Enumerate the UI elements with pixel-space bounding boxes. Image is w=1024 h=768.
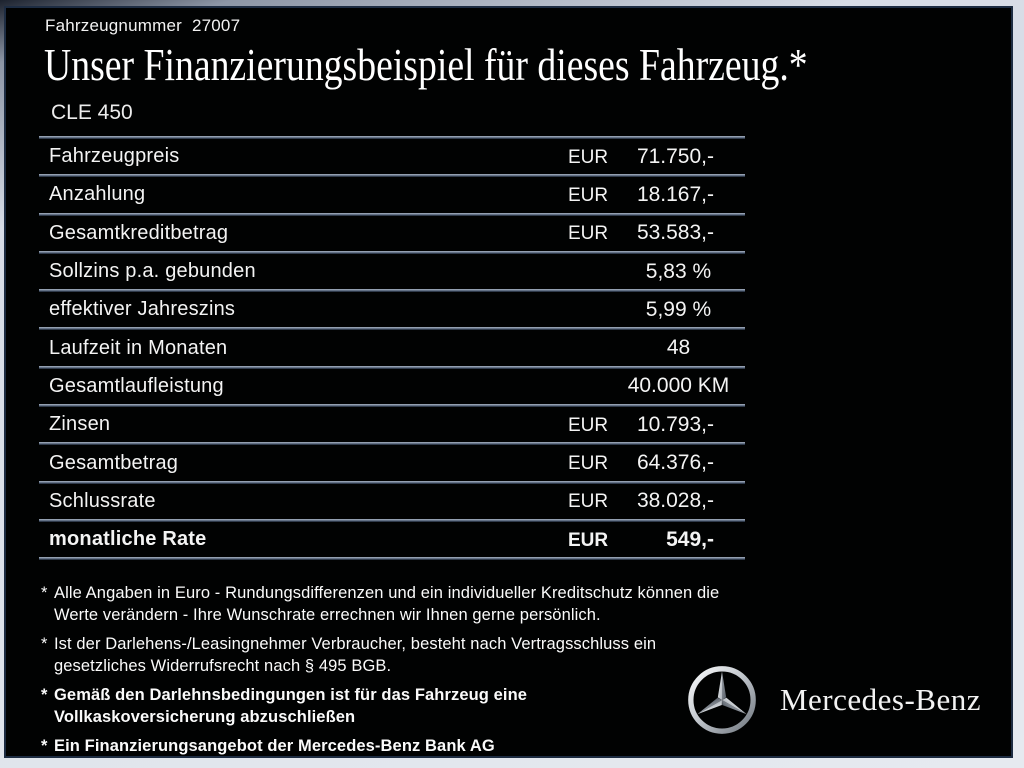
table-row-monatliche-rate: monatliche Rate EUR 549,- [39,522,745,557]
table-divider [39,289,745,293]
row-value: EUR 38.028,- [568,489,745,513]
asterisk-marker: * [41,635,48,653]
table-row-sollzins: Sollzins p.a. gebunden 5,83 % [39,254,745,289]
table-divider [39,442,745,446]
table-divider [39,174,745,178]
amount: 10.793,- [636,412,714,436]
table-row-gesamtkreditbetrag: Gesamtkreditbetrag EUR 53.583,- [39,216,745,251]
table-row-anzahlung: Anzahlung EUR 18.167,- [39,177,745,212]
amount: 64.376,- [636,451,714,475]
table-row-jahreszins: effektiver Jahreszins 5,99 % [39,292,745,327]
table-row-fahrzeugpreis: Fahrzeugpreis EUR 71.750,- [39,139,745,174]
footnote-bank-ag: * Ein Finanzierungsangebot der Mercedes-… [39,735,753,757]
amount: 549,- [666,527,714,551]
row-value: 5,83 % [568,260,745,284]
table-divider [39,518,745,522]
row-label: effektiver Jahreszins [49,298,236,321]
table-row-gesamtbetrag: Gesamtbetrag EUR 64.376,- [39,445,745,480]
row-value: EUR 53.583,- [568,221,745,245]
row-label: Sollzins p.a. gebunden [49,260,256,283]
footnote-line: Alle Angaben in Euro - Rundungsdifferenz… [54,584,720,602]
brand-wordmark: Mercedes-Benz [779,682,981,717]
table-divider [39,212,745,216]
row-value: EUR 549,- [568,528,745,552]
page-title: Unser Finanzierungsbeispiel für dieses F… [44,39,808,90]
mercedes-star-icon [688,666,756,734]
row-label: Fahrzeugpreis [49,145,180,168]
currency-code: EUR [568,529,609,551]
row-label: Gesamtlaufleistung [49,374,224,397]
row-label: Anzahlung [49,183,146,206]
asterisk-marker: * [41,686,48,704]
asterisk-marker: * [41,737,48,755]
amount: 53.583,- [636,221,714,245]
vehicle-number-label: Fahrzeugnummer [45,16,182,35]
row-label: Gesamtbetrag [49,451,179,474]
footnote-rounding: * Alle Angaben in Euro - Rundungsdiffere… [39,582,753,626]
row-value: 40.000 KM [568,374,745,398]
row-value: EUR 64.376,- [568,451,745,475]
footnote-line: Gemäß den Darlehnsbedingungen ist für da… [54,686,528,704]
table-row-gesamtlaufleistung: Gesamtlaufleistung 40.000 KM [39,369,745,404]
currency-code: EUR [568,184,609,206]
footnotes: * Alle Angaben in Euro - Rundungsdiffere… [39,582,753,764]
financing-table: Fahrzeugpreis EUR 71.750,- Anzahlung EUR 1… [39,136,745,561]
row-label: Laufzeit in Monaten [49,336,228,359]
row-label: monatliche Rate [49,528,207,551]
footnote-line: Ist der Darlehens-/Leasingnehmer Verbrau… [54,635,657,653]
amount: 71.750,- [636,144,714,168]
footnote-widerrufsrecht: * Ist der Darlehens-/Leasingnehmer Verbr… [39,633,753,677]
table-row-laufzeit: Laufzeit in Monaten 48 [39,330,745,365]
table-divider [39,365,745,369]
financing-sheet: Fahrzeugnummer 27007 Unser Finanzierungsb… [4,6,1013,758]
asterisk-marker: * [41,584,48,602]
amount: 5,99 % [645,297,712,321]
amount: 38.028,- [636,489,714,513]
brand-logo: Mercedes-Benz [684,662,993,738]
table-divider [39,404,745,408]
amount: 48 [666,336,691,360]
table-divider [39,557,745,561]
vehicle-number: Fahrzeugnummer 27007 [45,16,240,36]
row-value: EUR 10.793,- [568,413,745,437]
row-value: EUR 18.167,- [568,183,745,207]
amount: 40.000 KM [627,374,730,398]
currency-code: EUR [568,146,609,168]
row-value: EUR 71.750,- [568,145,745,169]
table-divider [39,250,745,254]
table-divider [39,480,745,484]
footnote-line: gesetzliches Widerrufsrecht nach § 495 B… [54,657,392,675]
footnote-line: Werte verändern - Ihre Wunschrate errech… [54,606,601,624]
table-row-schlussrate: Schlussrate EUR 38.028,- [39,484,745,519]
amount: 5,83 % [645,259,712,283]
currency-code: EUR [568,223,609,245]
table-divider [39,136,745,139]
currency-code: EUR [568,453,609,475]
table-row-zinsen: Zinsen EUR 10.793,- [39,407,745,442]
model-name: CLE 450 [51,101,133,124]
amount: 18.167,- [636,182,714,206]
row-label: Schlussrate [49,489,156,512]
footnote-line: Vollkaskoversicherung abzuschließen [54,708,356,726]
row-value: 5,99 % [568,298,745,322]
row-label: Zinsen [49,413,111,436]
vehicle-number-value: 27007 [191,16,241,35]
currency-code: EUR [568,491,609,513]
table-divider [39,327,745,331]
currency-code: EUR [568,414,609,436]
footnote-vollkasko: * Gemäß den Darlehnsbedingungen ist für … [39,684,753,728]
row-label: Gesamtkreditbetrag [49,221,229,244]
row-value: 48 [568,336,745,360]
footnote-line: Ein Finanzierungsangebot der Mercedes-Be… [54,737,495,755]
